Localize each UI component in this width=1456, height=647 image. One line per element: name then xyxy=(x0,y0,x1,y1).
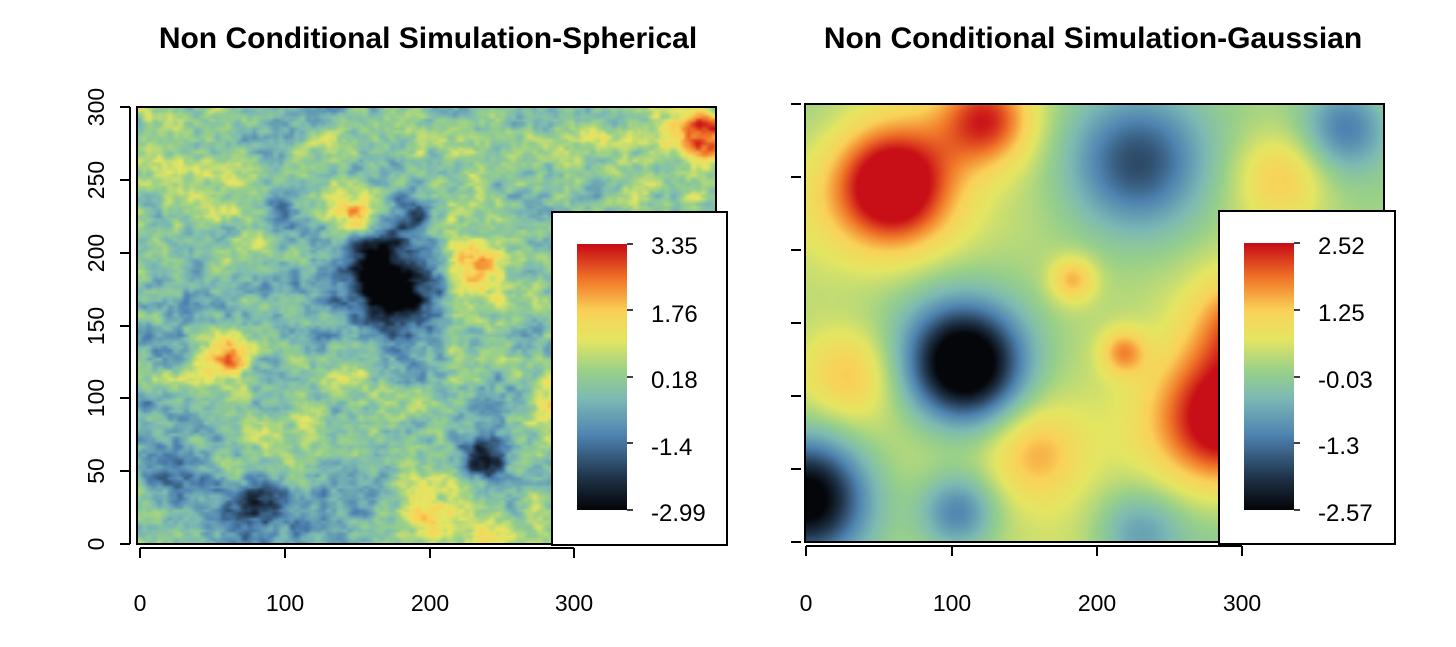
legend-label: -0.03 xyxy=(1318,367,1373,394)
y-axis-spherical xyxy=(120,106,131,545)
y-tick-label: 300 xyxy=(83,88,109,126)
x-tick-label: 100 xyxy=(266,590,304,616)
legend-label: -2.99 xyxy=(651,500,706,527)
x-tick-label: 0 xyxy=(800,590,813,616)
legend-label: 1.76 xyxy=(651,301,698,328)
legend-colorbar xyxy=(577,244,627,510)
legend-spherical: 3.35 1.76 0.18 -1.4 -2.99 xyxy=(551,211,728,546)
x-tick-label: 100 xyxy=(933,590,971,616)
x-tick-label: 0 xyxy=(134,590,147,616)
x-axis-spherical xyxy=(139,547,575,558)
legend-gaussian: 2.52 1.25 -0.03 -1.3 -2.57 xyxy=(1218,210,1396,545)
panel-spherical: Non Conditional Simulation-Spherical 0 1… xyxy=(83,22,728,616)
x-tick-label: 300 xyxy=(555,590,593,616)
y-tick-label: 200 xyxy=(83,234,109,272)
chart-title-gaussian: Non Conditional Simulation-Gaussian xyxy=(824,22,1362,55)
y-tick-label: 100 xyxy=(83,379,109,417)
chart-title-spherical: Non Conditional Simulation-Spherical xyxy=(159,22,697,55)
x-axis-gaussian xyxy=(805,545,1243,556)
panel-gaussian: Non Conditional Simulation-Gaussian 0 10… xyxy=(791,22,1396,616)
legend-label: 0.18 xyxy=(651,367,698,394)
y-tick-label: 150 xyxy=(83,307,109,345)
y-tick-label: 50 xyxy=(83,458,109,484)
x-tick-label: 200 xyxy=(1078,590,1116,616)
legend-label: -1.4 xyxy=(651,434,692,461)
legend-label: 2.52 xyxy=(1318,233,1365,260)
legend-label: -1.3 xyxy=(1318,433,1359,460)
x-tick-label: 200 xyxy=(411,590,449,616)
legend-colorbar xyxy=(1244,243,1294,510)
y-tick-label: 0 xyxy=(83,538,109,551)
y-tick-label: 250 xyxy=(83,161,109,199)
legend-label: 3.35 xyxy=(651,233,698,260)
legend-label: 1.25 xyxy=(1318,300,1365,327)
x-tick-label: 300 xyxy=(1223,590,1261,616)
y-axis-gaussian xyxy=(791,103,801,543)
legend-label: -2.57 xyxy=(1318,500,1373,527)
